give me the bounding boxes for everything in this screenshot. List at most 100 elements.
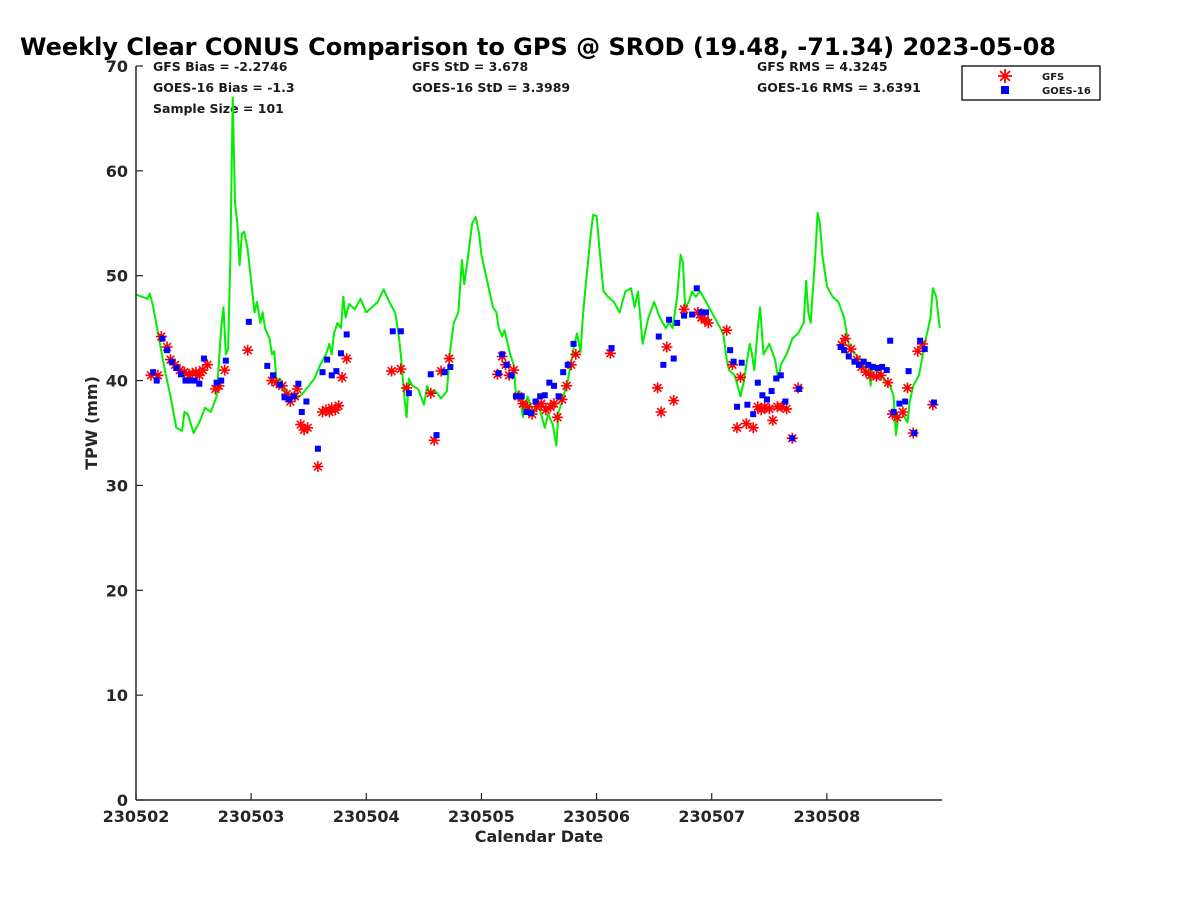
goes-point (768, 388, 775, 395)
gfs-point (767, 414, 779, 426)
goes-point (911, 430, 918, 436)
goes-point (754, 379, 761, 386)
goes-point (447, 363, 454, 370)
stat-gfs-rms: GFS RMS = 4.3245 (757, 59, 888, 74)
goes-point (837, 344, 844, 351)
gfs-point (186, 367, 198, 379)
gfs-point (912, 345, 924, 357)
goes-point (222, 357, 229, 364)
chart-title: Weekly Clear CONUS Comparison to GPS @ S… (20, 33, 1056, 61)
gfs-point (652, 382, 664, 394)
goes-point (930, 399, 937, 406)
y-tick-label: 50 (106, 267, 128, 286)
gfs-point (740, 418, 752, 430)
goes-point (674, 319, 681, 326)
goes-point (921, 346, 928, 353)
gfs-point (145, 369, 157, 381)
goes-point (851, 358, 858, 365)
gfs-point (839, 333, 851, 345)
gfs-point (747, 422, 759, 434)
legend-items: GFS GOES-16 (998, 69, 1091, 97)
gfs-point (183, 369, 195, 381)
goes-point (550, 382, 557, 389)
goes-point (917, 337, 924, 344)
goes-point (187, 377, 194, 384)
goes-point (173, 364, 180, 371)
goes-point (503, 361, 510, 368)
x-tick-label: 230504 (333, 807, 400, 826)
goes-point (570, 340, 577, 347)
goes-point (763, 396, 770, 403)
goes-point (777, 372, 784, 379)
series-goes-16 (150, 285, 937, 452)
goes-point (546, 379, 553, 386)
goes-point (796, 385, 803, 392)
gfs-point (695, 312, 707, 324)
gfs-point (341, 353, 353, 365)
gfs-point (302, 422, 314, 434)
gfs-point (916, 338, 928, 350)
stat-goes-std: GOES-16 StD = 3.3989 (412, 80, 570, 95)
stat-goes-rms: GOES-16 RMS = 3.6391 (757, 80, 921, 95)
gfs-point (902, 382, 913, 394)
goes-point (532, 398, 539, 405)
goes-point (773, 375, 780, 382)
goes-point (883, 367, 890, 374)
goes-point (537, 393, 544, 400)
gfs-point (548, 398, 560, 410)
goes-point (264, 362, 271, 369)
gfs-point (197, 364, 209, 376)
goes-point (693, 285, 700, 292)
goes-point (890, 409, 897, 416)
goes-point (869, 363, 876, 370)
goes-point (681, 312, 688, 319)
goes-point (845, 353, 852, 360)
gfs-point (201, 359, 213, 371)
goes-point (879, 363, 886, 370)
goes-point (196, 380, 203, 387)
goes-point (734, 403, 741, 410)
y-tick-label: 70 (106, 57, 128, 76)
y-axis-label: TPW (mm) (82, 376, 101, 470)
gfs-point (169, 359, 181, 371)
gfs-point (295, 419, 307, 431)
gfs-point (193, 369, 205, 381)
goes-point (182, 377, 189, 384)
goes-point (281, 394, 288, 401)
goes-point (555, 393, 562, 400)
y-ticks: 0 10 20 30 40 50 60 70 (106, 57, 143, 810)
gfs-point (312, 461, 324, 473)
gfs-point (271, 377, 282, 389)
goes-point (290, 393, 297, 400)
goes-point (168, 358, 175, 365)
gfs-point (425, 387, 437, 399)
goes-point (759, 392, 766, 399)
gfs-point (865, 369, 877, 381)
stat-gfs-bias: GFS Bias = -2.2746 (153, 59, 288, 74)
gfs-point (435, 365, 447, 377)
goes-point (319, 369, 326, 376)
gfs-point (776, 401, 788, 413)
goes-point (874, 364, 881, 371)
gfs-point (242, 344, 254, 356)
gfs-point (298, 424, 310, 436)
gfs-point (860, 366, 872, 378)
goes-point (164, 347, 171, 354)
goes-point (295, 380, 302, 387)
goes-point (670, 355, 677, 362)
x-axis-label: Calendar Date (475, 827, 604, 846)
goes-point (744, 401, 751, 408)
gfs-point (570, 348, 582, 360)
goes-point (512, 393, 519, 400)
gfs-point (522, 401, 533, 413)
y-tick-label: 0 (117, 791, 128, 810)
x-tick-label: 230507 (678, 807, 745, 826)
y-tick-label: 60 (106, 162, 128, 181)
y-tick-label: 40 (106, 372, 128, 391)
gfs-point (702, 317, 714, 329)
goes-point (789, 435, 796, 442)
stat-gfs-std: GFS StD = 3.678 (412, 59, 528, 74)
goes-point (303, 398, 310, 405)
gfs-point (401, 382, 413, 394)
